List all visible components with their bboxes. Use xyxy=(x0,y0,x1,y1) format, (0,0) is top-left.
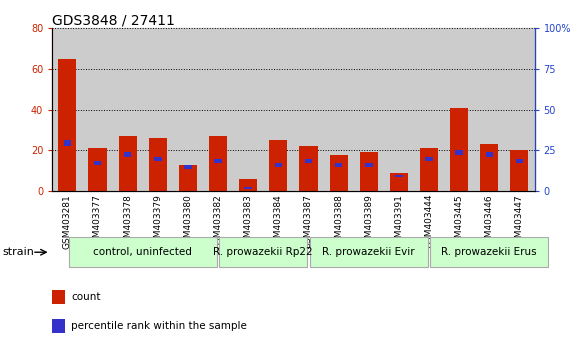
Bar xyxy=(275,162,282,167)
Bar xyxy=(304,159,312,162)
Bar xyxy=(414,28,444,191)
Text: count: count xyxy=(71,292,101,302)
Bar xyxy=(124,153,131,156)
Bar xyxy=(83,28,113,191)
Bar xyxy=(474,28,504,191)
Bar xyxy=(390,173,408,191)
Text: strain: strain xyxy=(3,247,35,257)
Bar xyxy=(504,28,535,191)
Bar xyxy=(425,156,433,161)
Text: R. prowazekii Erus: R. prowazekii Erus xyxy=(442,247,537,257)
Bar xyxy=(154,156,162,161)
Bar xyxy=(395,175,403,177)
Bar xyxy=(329,154,347,191)
Bar xyxy=(179,165,197,191)
Bar xyxy=(354,28,384,191)
Bar xyxy=(209,136,227,191)
Text: R. prowazekii Rp22: R. prowazekii Rp22 xyxy=(213,247,313,257)
Bar xyxy=(324,28,354,191)
Bar xyxy=(480,144,498,191)
Bar xyxy=(384,28,414,191)
Bar xyxy=(299,147,317,191)
Bar xyxy=(335,162,342,167)
Bar xyxy=(52,28,83,191)
Text: R. prowazekii Evir: R. prowazekii Evir xyxy=(322,247,415,257)
Bar xyxy=(450,108,468,191)
Bar xyxy=(516,159,523,162)
Bar xyxy=(263,28,293,191)
Bar xyxy=(293,28,324,191)
Bar xyxy=(143,28,173,191)
Bar xyxy=(360,153,378,191)
Bar xyxy=(184,165,192,169)
Bar xyxy=(113,28,143,191)
Bar xyxy=(420,148,438,191)
Bar xyxy=(119,136,137,191)
Text: control, uninfected: control, uninfected xyxy=(94,247,192,257)
Bar xyxy=(456,150,463,154)
Bar xyxy=(203,28,233,191)
Text: percentile rank within the sample: percentile rank within the sample xyxy=(71,321,247,331)
Bar xyxy=(149,138,167,191)
Bar xyxy=(239,179,257,191)
Bar xyxy=(63,140,71,147)
Bar xyxy=(94,161,101,165)
Text: GDS3848 / 27411: GDS3848 / 27411 xyxy=(52,13,175,27)
Bar xyxy=(486,153,493,156)
Bar xyxy=(365,162,372,167)
Bar xyxy=(245,187,252,189)
Bar xyxy=(233,28,263,191)
Bar xyxy=(510,150,529,191)
Bar xyxy=(214,159,222,162)
Bar xyxy=(58,59,77,191)
Bar xyxy=(444,28,474,191)
Bar xyxy=(270,140,288,191)
Bar xyxy=(173,28,203,191)
Bar xyxy=(88,148,106,191)
